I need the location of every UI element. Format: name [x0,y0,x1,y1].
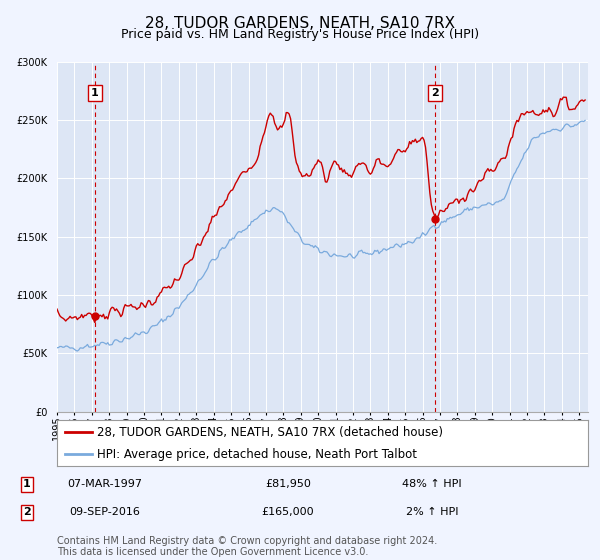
Text: Contains HM Land Registry data © Crown copyright and database right 2024.
This d: Contains HM Land Registry data © Crown c… [57,535,437,557]
Text: 2: 2 [23,507,31,517]
Text: Price paid vs. HM Land Registry's House Price Index (HPI): Price paid vs. HM Land Registry's House … [121,28,479,41]
Text: 2: 2 [431,88,439,98]
Text: HPI: Average price, detached house, Neath Port Talbot: HPI: Average price, detached house, Neat… [97,448,417,461]
Text: 07-MAR-1997: 07-MAR-1997 [67,479,143,489]
Text: 1: 1 [23,479,31,489]
Text: £81,950: £81,950 [265,479,311,489]
Text: 09-SEP-2016: 09-SEP-2016 [70,507,140,517]
Text: 2% ↑ HPI: 2% ↑ HPI [406,507,458,517]
Text: 1: 1 [91,88,99,98]
Text: £165,000: £165,000 [262,507,314,517]
Text: 48% ↑ HPI: 48% ↑ HPI [402,479,462,489]
Text: 28, TUDOR GARDENS, NEATH, SA10 7RX (detached house): 28, TUDOR GARDENS, NEATH, SA10 7RX (deta… [97,426,443,439]
Text: 28, TUDOR GARDENS, NEATH, SA10 7RX: 28, TUDOR GARDENS, NEATH, SA10 7RX [145,16,455,31]
